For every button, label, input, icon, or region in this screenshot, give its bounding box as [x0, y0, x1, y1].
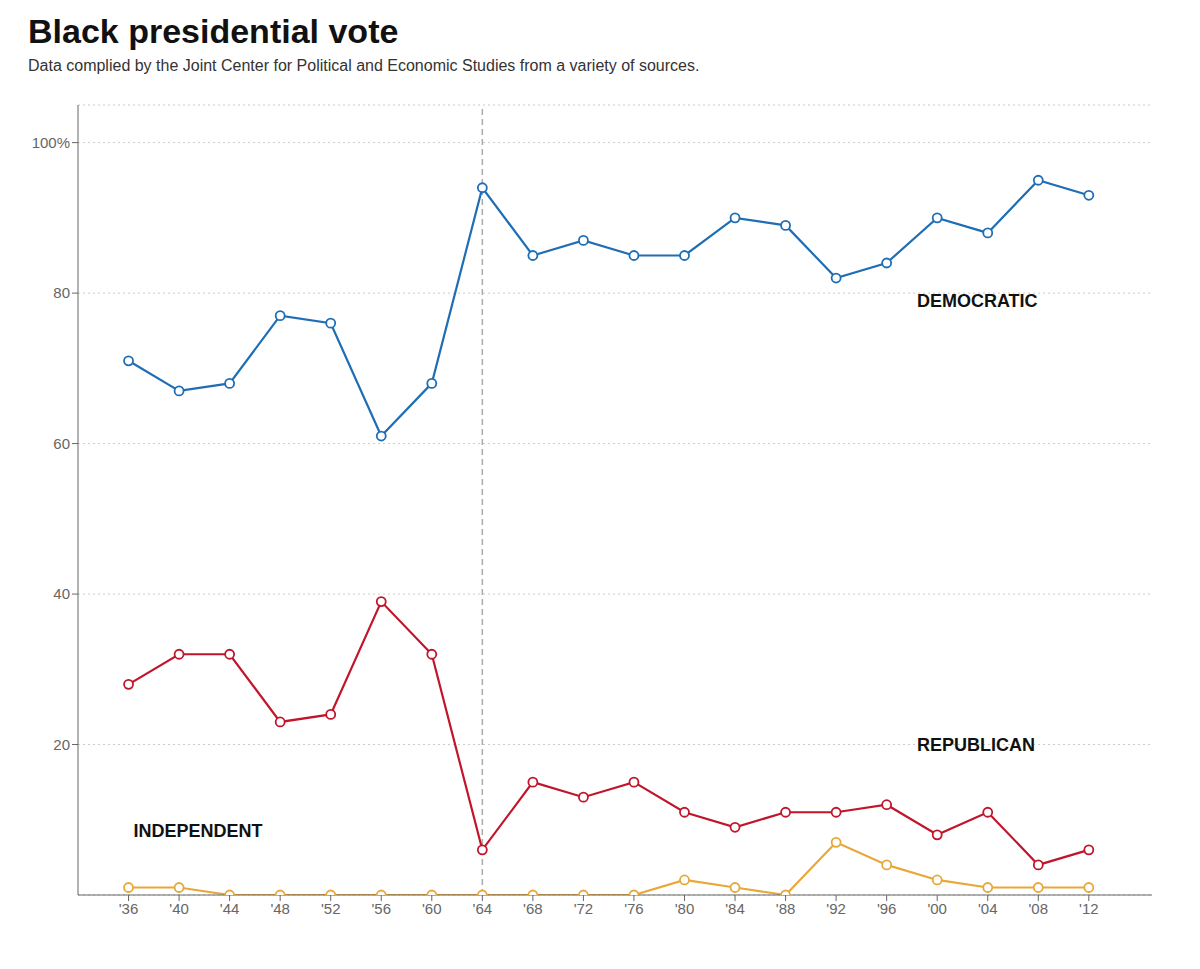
svg-text:100%: 100% [32, 134, 70, 151]
svg-text:'56: '56 [371, 900, 391, 917]
svg-text:'80: '80 [675, 900, 695, 917]
svg-text:'72: '72 [574, 900, 594, 917]
svg-text:'84: '84 [725, 900, 745, 917]
svg-text:'08: '08 [1029, 900, 1049, 917]
svg-text:'76: '76 [624, 900, 644, 917]
svg-text:60: 60 [53, 435, 70, 452]
svg-text:DEMOCRATIC: DEMOCRATIC [917, 291, 1038, 311]
svg-text:'60: '60 [422, 900, 442, 917]
svg-text:'52: '52 [321, 900, 341, 917]
svg-text:40: 40 [53, 585, 70, 602]
svg-text:'68: '68 [523, 900, 543, 917]
svg-text:REPUBLICAN: REPUBLICAN [917, 735, 1035, 755]
svg-text:20: 20 [53, 736, 70, 753]
svg-text:'12: '12 [1079, 900, 1099, 917]
svg-text:'92: '92 [826, 900, 846, 917]
svg-text:'88: '88 [776, 900, 796, 917]
svg-text:INDEPENDENT: INDEPENDENT [134, 821, 263, 841]
svg-text:'44: '44 [220, 900, 240, 917]
html-text:Black presidential vote: Black presidential vote [28, 12, 399, 50]
svg-text:'36: '36 [119, 900, 139, 917]
svg-text:80: 80 [53, 284, 70, 301]
svg-text:'00: '00 [927, 900, 947, 917]
svg-text:'04: '04 [978, 900, 998, 917]
svg-text:'40: '40 [169, 900, 189, 917]
svg-text:'48: '48 [270, 900, 290, 917]
html-text:Data complied by the Joint Cen: Data complied by the Joint Center for Po… [28, 57, 700, 74]
svg-text:'96: '96 [877, 900, 897, 917]
svg-text:'64: '64 [473, 900, 493, 917]
